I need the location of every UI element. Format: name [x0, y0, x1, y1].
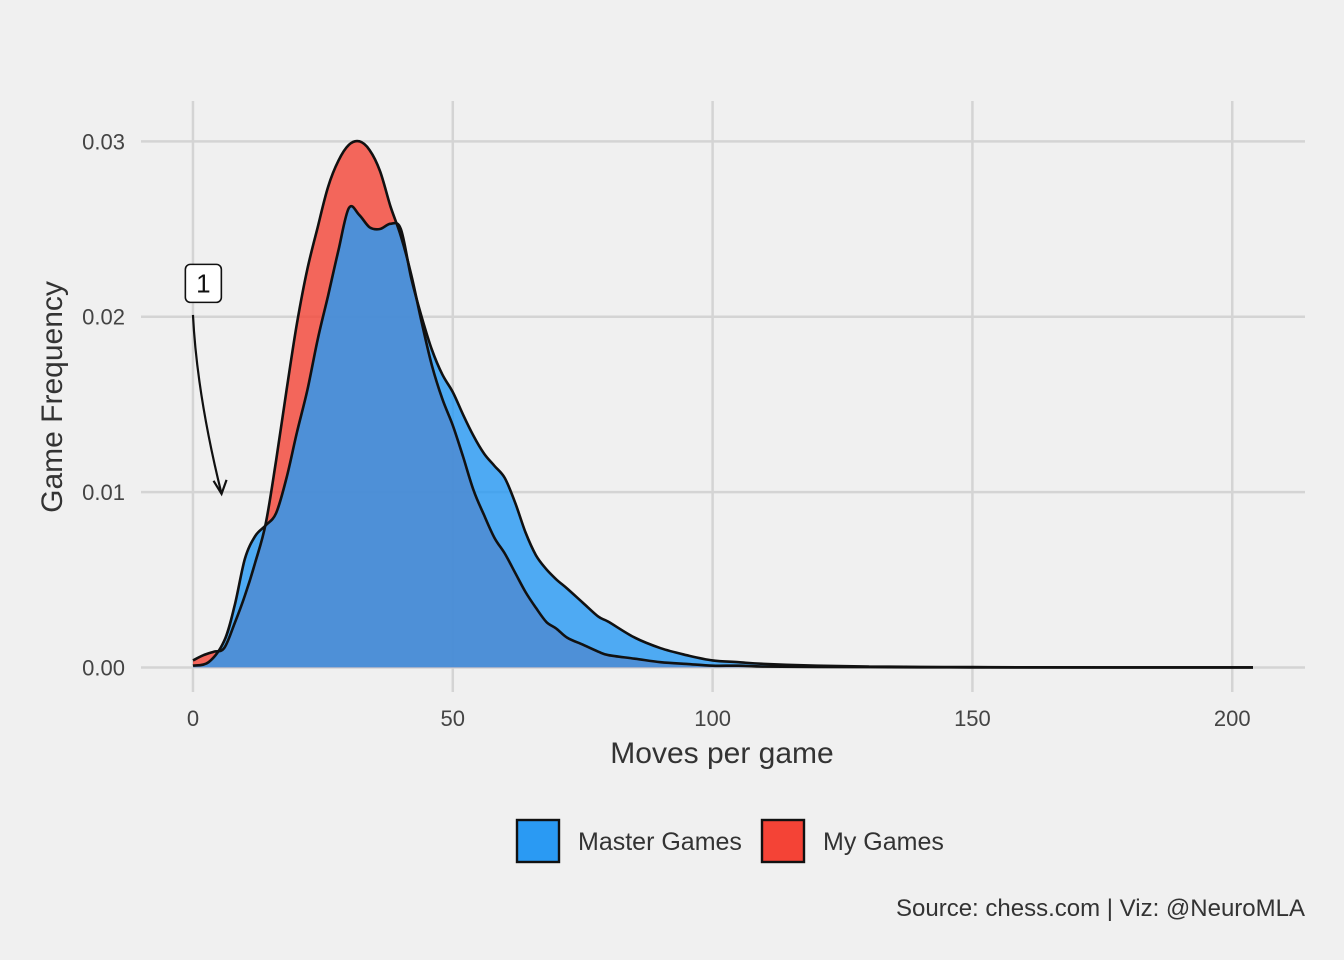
x-tick-label: 100 [694, 706, 731, 731]
master-games-area [193, 206, 1253, 668]
y-tick-label: 0.03 [82, 129, 125, 154]
legend-label-my-games: My Games [823, 828, 944, 856]
x-tick-label: 200 [1214, 706, 1251, 731]
legend-key-my-games [760, 818, 806, 864]
annotation-arrow [191, 314, 223, 495]
x-tick-label: 0 [187, 706, 199, 731]
legend-label-master-games: Master Games [578, 828, 742, 856]
my-games-outline [192, 139, 1253, 669]
y-tick-label: 0.02 [82, 305, 125, 330]
source-caption: Source: chess.com | Viz: @NeuroMLA [896, 895, 1305, 922]
legend-key-master-games [515, 818, 561, 864]
x-axis-ticks: 0 50 100 150 200 [187, 706, 1251, 731]
density-areas [192, 139, 1254, 669]
annotation-label-box [184, 263, 223, 304]
legend: Master Games My Games [515, 818, 944, 864]
x-axis-title: Moves per game [610, 737, 833, 770]
x-tick-label: 50 [441, 706, 465, 731]
y-tick-label: 0.00 [82, 655, 125, 680]
annotation-arrowhead [212, 479, 228, 497]
y-tick-label: 0.01 [82, 480, 125, 505]
y-axis-ticks: 0.00 0.01 0.02 0.03 [82, 129, 125, 680]
y-axis-title: Game Frequency [36, 281, 69, 513]
annotation-label: 1 [196, 268, 210, 298]
x-tick-label: 150 [954, 706, 991, 731]
master-games-outline [192, 204, 1254, 669]
annotation: 1 [184, 263, 228, 497]
